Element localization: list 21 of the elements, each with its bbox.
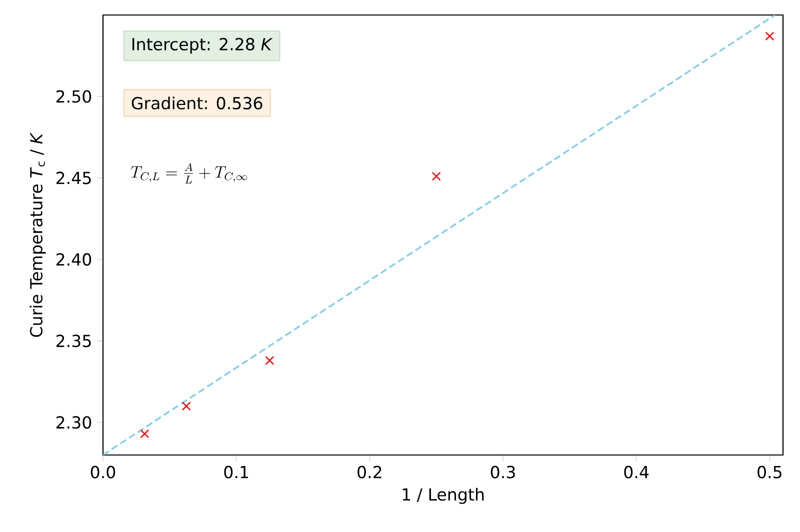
x-tick-label: 0.0 bbox=[90, 466, 116, 478]
annotation: Intercept: 2.28 K bbox=[132, 38, 273, 54]
y-tick-label: 2.30 bbox=[56, 416, 92, 429]
y-tick-label: 2.45 bbox=[56, 172, 91, 184]
point bbox=[765, 32, 774, 41]
x-tick-label: 0.4 bbox=[624, 466, 649, 478]
point bbox=[432, 172, 441, 181]
x-tick-label: 0.3 bbox=[490, 466, 515, 478]
point bbox=[182, 402, 191, 411]
y-tick-label: 2.35 bbox=[56, 334, 91, 348]
annotation: $T_{C,L} = \frac{A}{L} + T_{C,\infty}$ bbox=[130, 163, 248, 184]
x-axis-title: 1 / Length bbox=[402, 488, 484, 504]
y-tick-label: 2.40 bbox=[56, 253, 92, 266]
y-tick-label: 2.50 bbox=[56, 90, 92, 103]
y-axis-title: Curie Temperature T$_{c}$ / K bbox=[30, 132, 46, 337]
point bbox=[265, 356, 274, 366]
x-tick-label: 0.1 bbox=[224, 466, 248, 478]
x-tick-label: 0.2 bbox=[358, 466, 382, 478]
point bbox=[140, 429, 150, 438]
annotation: Gradient: 0.536 bbox=[132, 96, 262, 110]
x-tick-label: 0.5 bbox=[758, 466, 782, 478]
